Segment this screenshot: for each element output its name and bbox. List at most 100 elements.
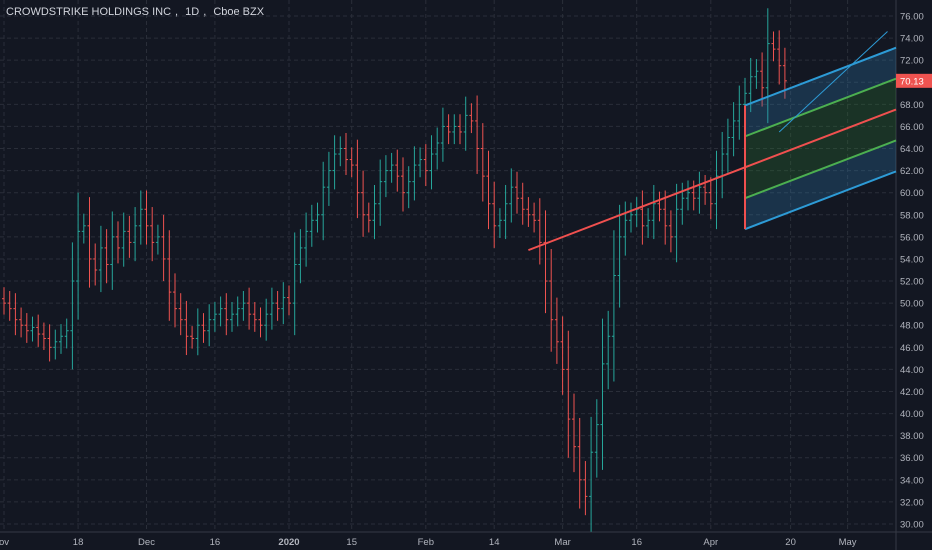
price-tick-label: 54.00 (900, 254, 924, 265)
candle (190, 326, 195, 349)
candle (178, 293, 183, 336)
candle (235, 296, 240, 327)
candle (24, 313, 29, 343)
candle (611, 230, 616, 382)
time-tick-label: Dec (138, 537, 155, 548)
candle (161, 214, 166, 282)
candle (497, 208, 502, 238)
candle (623, 201, 628, 256)
candle (777, 30, 782, 85)
candle (30, 316, 35, 342)
candle (532, 202, 537, 233)
price-tick-label: 62.00 (900, 166, 924, 177)
candle (606, 310, 611, 390)
candle (155, 224, 160, 255)
price-tick-label: 72.00 (900, 56, 924, 67)
candle (361, 170, 366, 237)
candle (469, 103, 474, 134)
candle (36, 314, 41, 347)
last-price-marker: 70.13 (896, 73, 932, 88)
candle (349, 147, 354, 178)
candle (201, 313, 206, 343)
candle (492, 181, 497, 248)
candle (389, 152, 394, 183)
candle (241, 290, 246, 321)
candle (640, 190, 645, 245)
candle (292, 232, 297, 336)
candle (583, 461, 588, 516)
time-tick-label: 14 (489, 537, 500, 548)
candle (252, 302, 257, 332)
last-price-label: 70.13 (900, 76, 924, 87)
pitchfork-handle (528, 166, 746, 252)
candle (224, 293, 229, 336)
candle (76, 192, 81, 320)
price-tick-label: 38.00 (900, 431, 924, 442)
candle (81, 213, 86, 244)
candle (47, 324, 52, 362)
pitchfork-zone (745, 109, 896, 199)
candlestick-series (2, 8, 787, 532)
time-tick-label: 2020 (278, 537, 299, 548)
time-tick-label: ov (0, 537, 9, 548)
candle (127, 215, 132, 258)
candle (70, 242, 75, 370)
pitchfork-zone (745, 78, 896, 168)
time-tick-label: 16 (631, 537, 642, 548)
candle (344, 133, 348, 176)
interval-label: 1D (185, 6, 200, 18)
time-axis[interactable]: ov 18 Dec 16 2020 15 Feb 14 Mar 16 Apr 20 May (0, 537, 857, 548)
candle (418, 147, 423, 178)
candle (577, 417, 582, 509)
candle (207, 304, 212, 347)
pitchfork-drawing[interactable] (528, 31, 897, 252)
candle (281, 282, 286, 325)
candle (383, 155, 388, 198)
candle (458, 114, 462, 145)
candle (121, 212, 126, 267)
candle (332, 135, 337, 190)
candle (691, 180, 696, 211)
price-tick-label: 44.00 (900, 365, 924, 376)
candle (395, 149, 400, 192)
candle (321, 161, 326, 241)
candle (560, 316, 565, 395)
candle (195, 308, 200, 356)
candle (167, 230, 172, 321)
candle (646, 208, 651, 238)
candle (309, 204, 314, 247)
candle (708, 177, 713, 220)
pitchfork-zone (745, 47, 896, 137)
candle (378, 159, 383, 226)
pitchfork-median-line (744, 108, 897, 169)
candle (104, 229, 109, 284)
candle (537, 198, 542, 265)
candle (144, 190, 149, 245)
candle (338, 136, 343, 167)
candle (212, 302, 217, 332)
candle (98, 225, 103, 293)
candle (594, 399, 599, 478)
candle (59, 324, 63, 354)
candle (230, 302, 234, 332)
time-tick-label: May (839, 537, 857, 548)
time-tick-label: 18 (73, 537, 84, 548)
price-tick-label: 30.00 (900, 520, 924, 531)
candle (480, 123, 485, 202)
candle (668, 210, 673, 253)
time-tick-label: Mar (554, 537, 570, 548)
candle (697, 171, 702, 214)
price-axis[interactable]: 30.00 32.00 34.00 36.00 38.00 40.00 42.00 44.00… (900, 12, 924, 531)
candle (503, 184, 508, 240)
time-tick-label: 15 (346, 537, 357, 548)
candle (446, 114, 451, 145)
price-tick-label: 48.00 (900, 321, 924, 332)
candle (686, 180, 690, 211)
price-tick-label: 60.00 (900, 188, 924, 199)
candle (326, 151, 331, 206)
candle (674, 183, 679, 263)
candle (429, 135, 434, 190)
price-tick-label: 42.00 (900, 387, 924, 398)
candle (754, 59, 759, 89)
